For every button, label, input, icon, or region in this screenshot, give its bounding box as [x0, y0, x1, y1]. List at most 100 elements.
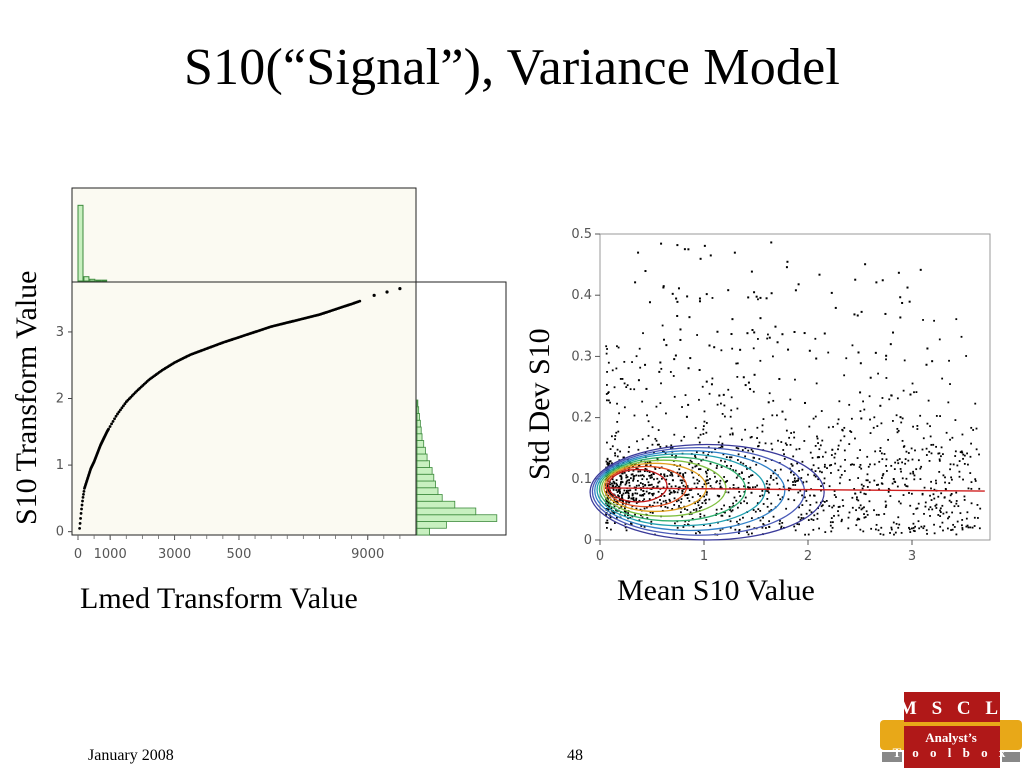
variance-point [911, 458, 914, 461]
variance-point [970, 487, 973, 490]
variance-point [689, 459, 692, 462]
variance-point [616, 448, 619, 451]
variance-point [648, 492, 651, 494]
variance-point [669, 474, 672, 477]
variance-outlier-point [859, 391, 862, 394]
variance-point [690, 460, 693, 463]
variance-point [939, 507, 942, 510]
rank-plot-point [116, 412, 119, 416]
variance-point [647, 420, 650, 423]
variance-point [700, 506, 703, 508]
variance-point [719, 435, 722, 438]
variance-point [942, 453, 944, 456]
variance-point [621, 481, 624, 484]
variance-point [706, 491, 708, 494]
variance-point [783, 453, 785, 456]
variance-point [881, 397, 884, 399]
variance-point [655, 405, 658, 408]
variance-outlier-point [749, 388, 752, 391]
variance-point [908, 528, 911, 531]
variance-point [767, 491, 770, 494]
variance-point [948, 499, 951, 502]
variance-point [635, 502, 638, 504]
variance-outlier-point [708, 344, 711, 347]
variance-point [691, 466, 694, 469]
variance-outlier-point [687, 367, 690, 370]
variance-point [652, 473, 655, 475]
variance-point [625, 474, 628, 477]
variance-point [671, 473, 673, 476]
variance-point [817, 478, 820, 481]
variance-point [660, 382, 662, 385]
variance-point [879, 447, 882, 449]
variance-point [738, 518, 741, 521]
variance-point [746, 525, 749, 528]
variance-point [962, 478, 964, 481]
variance-point [611, 435, 613, 438]
variance-point [739, 502, 742, 505]
variance-point [686, 509, 689, 511]
variance-point [768, 487, 770, 490]
variance-point [720, 466, 723, 469]
variance-point [620, 480, 623, 483]
variance-point [605, 508, 608, 510]
right-histogram-bar [416, 433, 423, 441]
variance-point [814, 470, 817, 473]
variance-outlier-point [676, 244, 679, 247]
variance-point [625, 480, 628, 483]
variance-point [619, 450, 622, 453]
variance-point [819, 470, 821, 473]
variance-outlier-point [644, 363, 647, 366]
variance-outlier-point [856, 314, 859, 317]
variance-point [610, 528, 612, 531]
variance-point [942, 512, 945, 515]
variance-outlier-point [892, 331, 895, 334]
variance-point [816, 435, 818, 438]
variance-point [664, 505, 667, 508]
variance-point [637, 474, 640, 477]
variance-point [612, 480, 615, 483]
variance-point [955, 318, 958, 321]
variance-point [850, 431, 853, 433]
variance-outlier-point [803, 332, 806, 335]
variance-point [811, 456, 814, 459]
variance-point [606, 370, 608, 373]
variance-point [632, 479, 635, 482]
variance-point [960, 450, 963, 453]
variance-point [855, 524, 858, 527]
variance-point [901, 439, 904, 442]
variance-outlier-point [890, 394, 893, 397]
variance-point [779, 468, 782, 471]
variance-point [766, 486, 769, 489]
variance-point [969, 472, 972, 474]
variance-point [632, 498, 635, 501]
variance-outlier-point [830, 291, 833, 294]
variance-outlier-point [808, 349, 811, 352]
variance-point [747, 481, 750, 484]
variance-point [927, 399, 930, 402]
variance-point [708, 498, 711, 501]
variance-point [736, 506, 739, 509]
variance-point [626, 479, 629, 482]
variance-point [969, 455, 972, 458]
variance-point [814, 337, 817, 340]
variance-point [940, 492, 943, 495]
variance-point [613, 482, 616, 485]
variance-point [614, 434, 617, 437]
variance-point [793, 436, 796, 439]
left-x-tick-label: 9000 [351, 547, 384, 562]
variance-point [627, 494, 630, 497]
right-x-tick-label: 3 [908, 549, 916, 564]
variance-point [832, 504, 835, 507]
variance-point [698, 507, 701, 509]
variance-point [606, 504, 609, 507]
variance-point [863, 513, 865, 515]
variance-point [647, 434, 650, 437]
variance-point [638, 347, 641, 350]
variance-outlier-point [750, 270, 753, 273]
variance-point [715, 512, 718, 515]
variance-point [816, 517, 819, 520]
variance-point [699, 495, 702, 497]
variance-point [930, 443, 933, 446]
variance-point [666, 475, 669, 477]
